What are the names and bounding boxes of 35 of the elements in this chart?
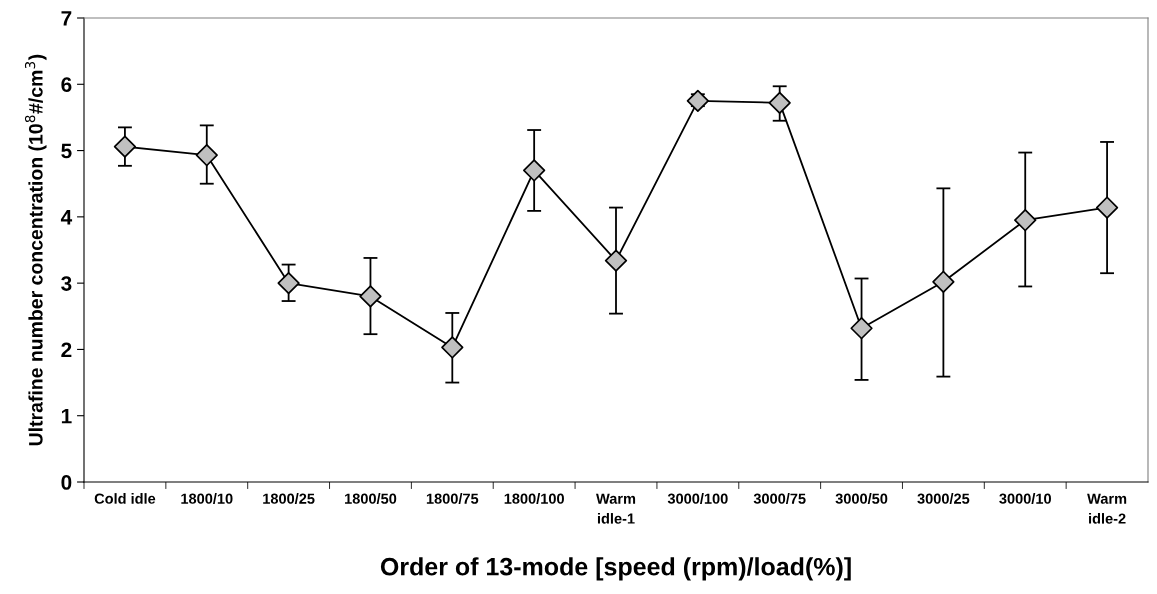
- point: [604, 249, 628, 272]
- point: [359, 285, 382, 308]
- point: [277, 272, 300, 295]
- point: [113, 135, 137, 158]
- x-tick-label: 1800/100: [504, 493, 564, 504]
- y-tick-label: 4: [60, 210, 73, 225]
- y-tick-label: 5: [61, 143, 72, 159]
- point: [850, 317, 873, 340]
- point: [768, 91, 791, 114]
- x-tick-label: 3000/50: [835, 493, 888, 504]
- y-tick-label: 3: [61, 276, 72, 291]
- x-tick-label: 3000/75: [753, 493, 806, 504]
- point: [523, 159, 546, 182]
- y-tick-label: 7: [61, 11, 72, 26]
- point: [1095, 196, 1119, 219]
- x-tick-label: Warm idle-2: [1087, 493, 1127, 524]
- point: [1014, 209, 1037, 232]
- x-tick-label: Cold idle: [94, 493, 156, 504]
- x-tick-label: 3000/100: [667, 493, 728, 504]
- x-tick-label: 1800/10: [181, 493, 233, 504]
- x-tick-label: 1800/25: [263, 493, 315, 504]
- y-tick-label: 1: [61, 408, 72, 424]
- x-tick-label: 1800/75: [426, 493, 479, 504]
- x-tick-label: 3000/25: [917, 493, 970, 504]
- y-tick-label: 0: [61, 475, 72, 490]
- point: [932, 270, 955, 293]
- x-tick-label: 3000/10: [999, 493, 1051, 504]
- y-axis-title: Ultrafine number concentration (10$^{8}$#/cm$^{3}$): [24, 54, 47, 446]
- point: [195, 144, 218, 167]
- y-tick-label: 6: [61, 77, 72, 93]
- y-tick-label: 2: [61, 342, 72, 357]
- x-tick-label: 1800/50: [345, 493, 397, 504]
- point: [441, 336, 464, 359]
- x-tick-label: Warm idle-1: [596, 493, 636, 524]
- x-axis-title: Order of 13-mode [speed (rpm)/load(%)]: [380, 557, 851, 581]
